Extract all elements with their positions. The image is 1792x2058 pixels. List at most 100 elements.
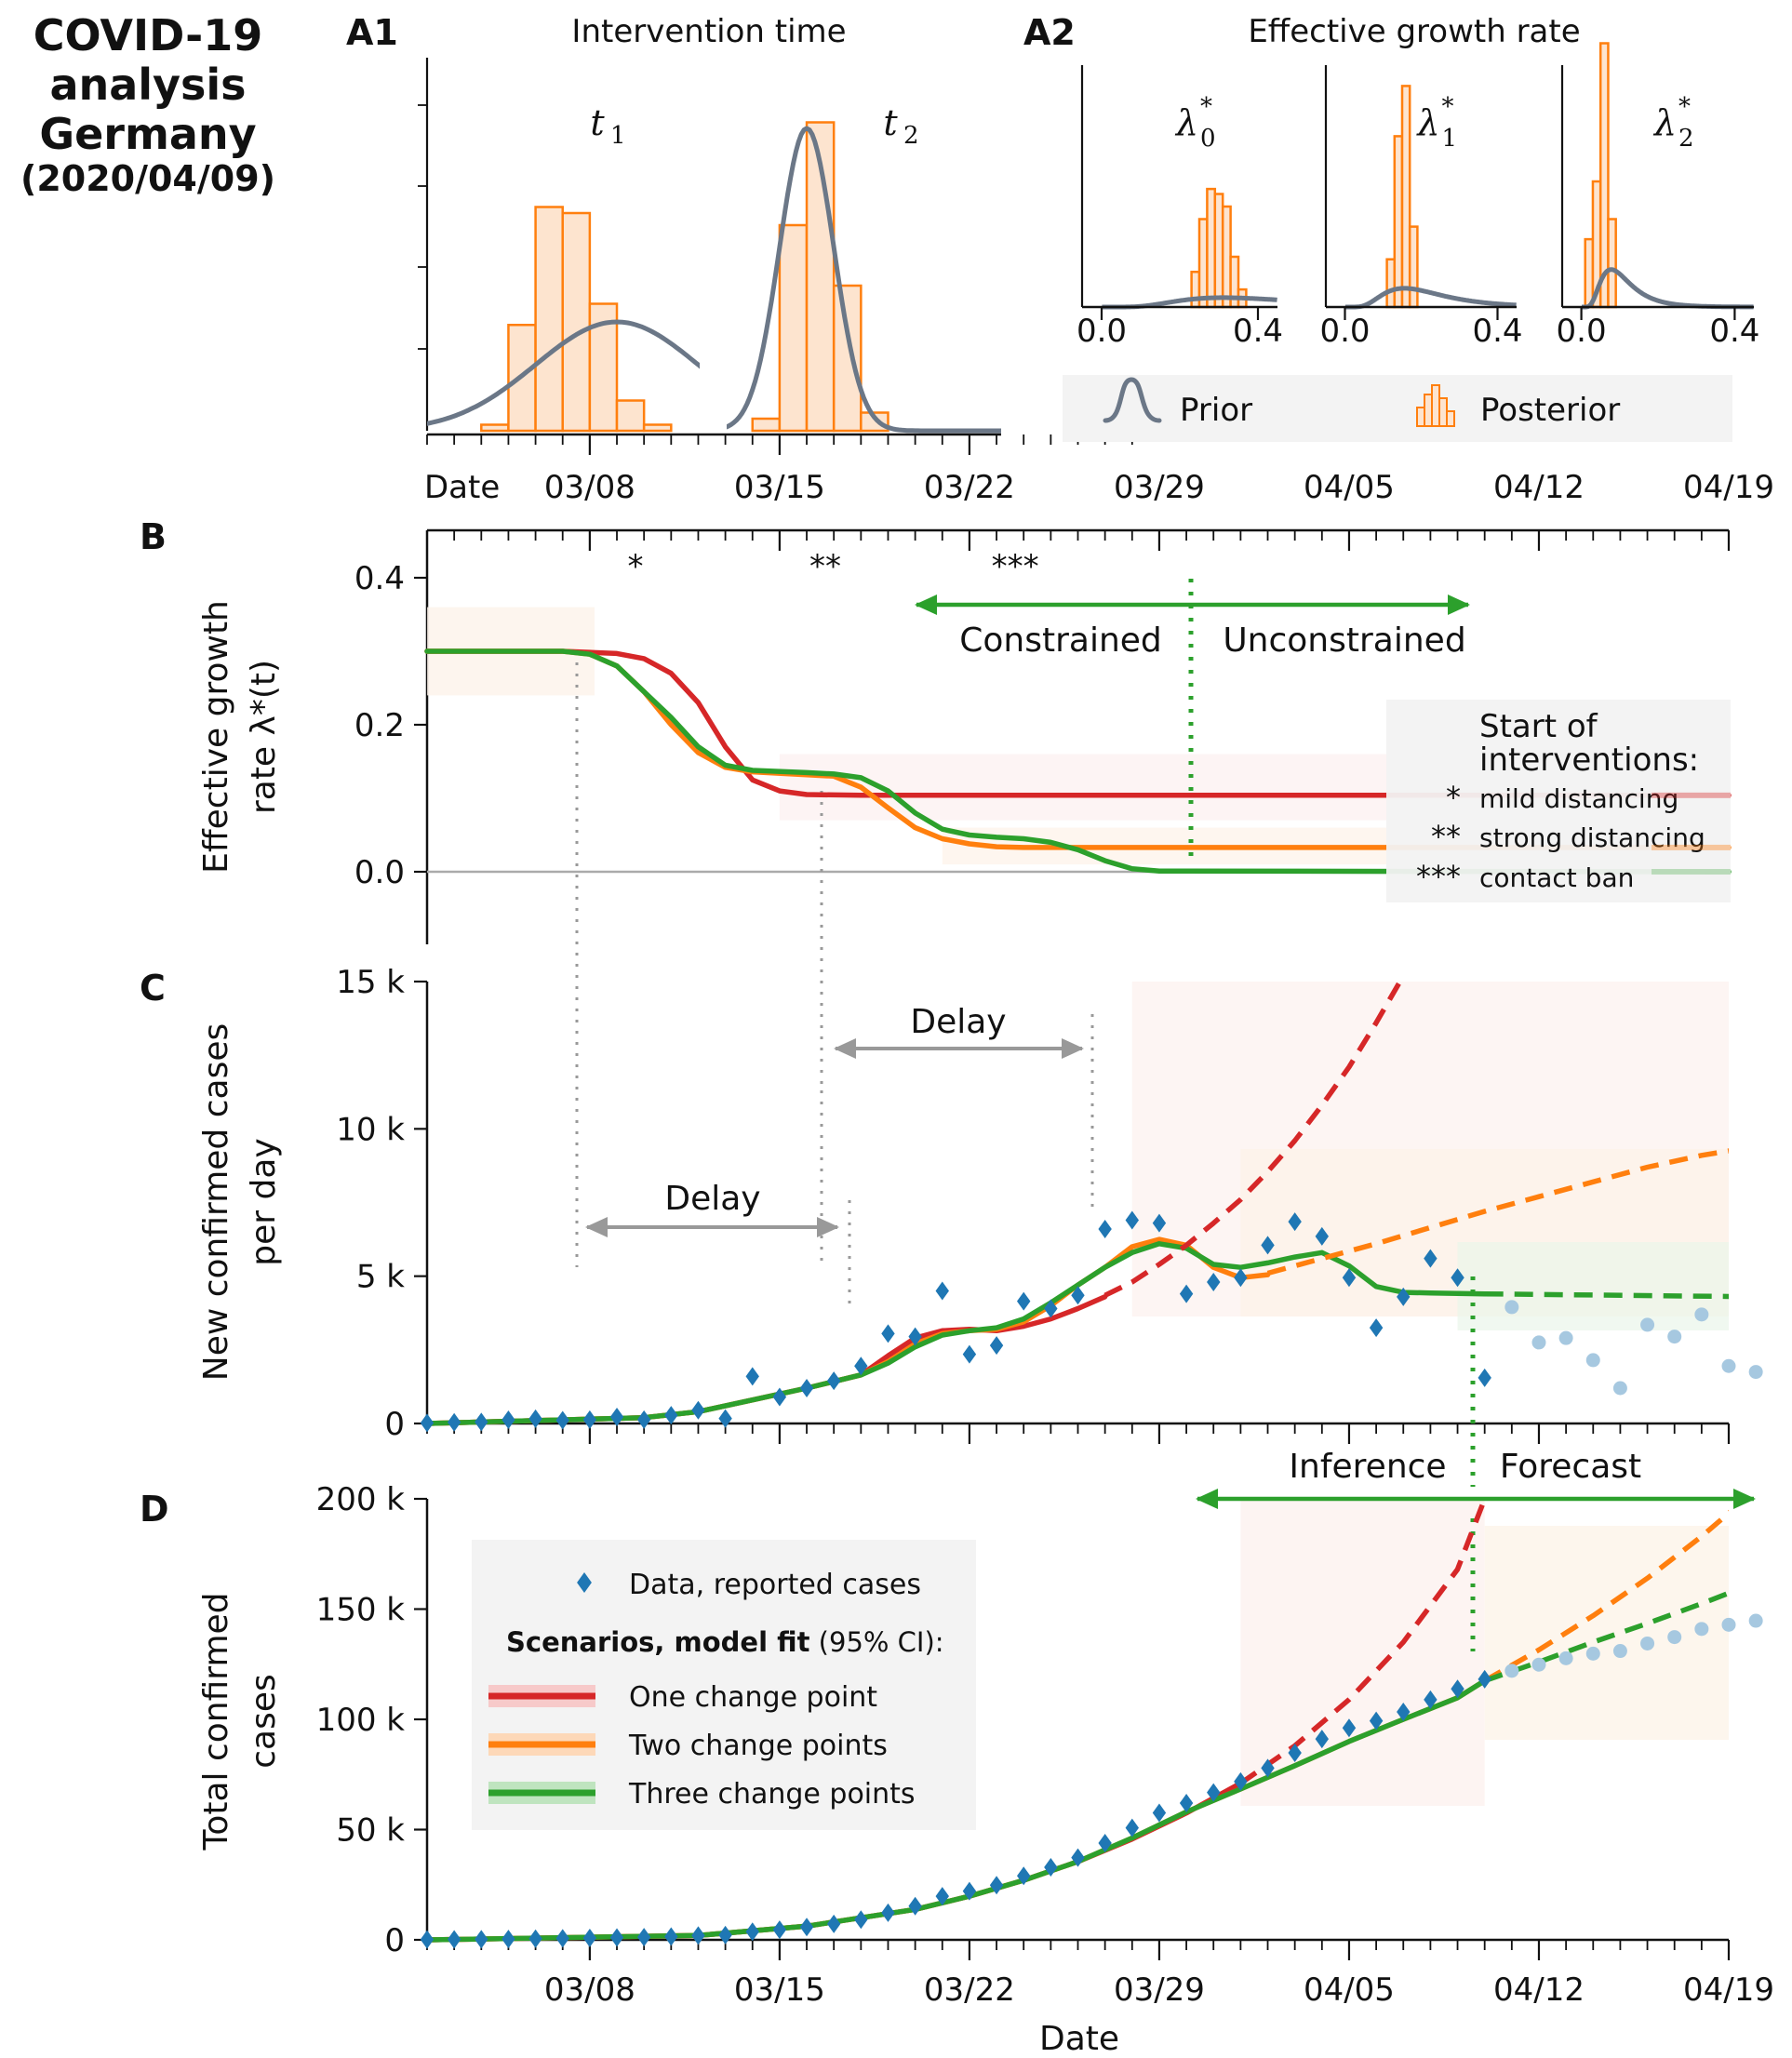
d-data-point: [935, 1887, 949, 1906]
d-tick-label: 03/22: [924, 1971, 1015, 2009]
b-legend-label: contact ban: [1479, 862, 1634, 893]
a1-posterior-bar: [561, 211, 592, 433]
d-forecast-data-point: [1612, 1644, 1627, 1659]
c-data-point: [636, 1410, 651, 1429]
c-data-point: [881, 1324, 895, 1343]
d-forecast-data-point: [1721, 1617, 1736, 1632]
c-data-point: [1261, 1236, 1275, 1255]
d-data-point: [555, 1929, 569, 1948]
c-forecast-data-point: [1531, 1335, 1546, 1350]
c-forecast-data-point: [1694, 1307, 1709, 1322]
d-forecast-three: [1483, 1590, 1729, 1684]
legend-posterior-icon-bar: [1431, 384, 1440, 427]
a2-posterior-bar: [1197, 218, 1209, 309]
d-data-point: [1017, 1866, 1031, 1886]
d-ci-band: [1484, 1526, 1729, 1740]
d-inference-forecast-arrow-head-right: [1733, 1489, 1756, 1509]
a2-x-tick-label: 0.0: [1557, 313, 1607, 350]
a2-x-tick-label: 0.0: [1077, 313, 1127, 350]
b-legend-symbol: ***: [1416, 859, 1461, 894]
b-legend-box: [1386, 700, 1731, 902]
c-data-point: [609, 1408, 624, 1427]
legend-three-label: Three change points: [628, 1778, 916, 1811]
d-y-tick-label: 100 k: [316, 1702, 406, 1739]
c-ylabel: per day: [245, 1138, 283, 1265]
a2-subplot-label-star: *: [1442, 93, 1454, 121]
c-delay-arrow-lower: [585, 1217, 839, 1237]
c-data-point: [718, 1409, 732, 1428]
a1-subplot-label: t: [590, 102, 605, 143]
a1-subplot-1: [427, 206, 700, 433]
b-legend-label: strong distancing: [1479, 822, 1705, 853]
d-inference-forecast-arrow: [1196, 1489, 1756, 1509]
d-data-point: [1424, 1690, 1438, 1709]
b-series-three: [424, 648, 1732, 875]
c-data-point: [1342, 1268, 1357, 1288]
c-data-point: [745, 1367, 759, 1386]
d-data-point: [1179, 1794, 1194, 1813]
b-legend-title: Start of: [1479, 708, 1598, 745]
d-data-point: [1044, 1858, 1058, 1878]
a2-subplot-label: λ: [1174, 102, 1198, 143]
d-ci-band: [1240, 1499, 1485, 1806]
legend-scenarios-header: Scenarios, model fit (95% CI):: [506, 1626, 944, 1658]
d-ylabel: Total confirmed: [197, 1592, 235, 1851]
d-ylabel: cases: [245, 1674, 283, 1769]
a2-subplot-label-star: *: [1678, 93, 1691, 121]
c-forecast-data-point: [1558, 1330, 1573, 1345]
a2-subplot-label: λ: [1652, 102, 1677, 143]
d-forecast-data-point: [1504, 1664, 1519, 1678]
c-data-point: [989, 1336, 1004, 1356]
panel-label-c: C: [140, 968, 166, 1009]
d-y-tick-label: 150 k: [316, 1592, 406, 1629]
a2-subplot-label: λ: [1415, 102, 1439, 143]
top-date-label: 03/15: [734, 469, 825, 506]
c-data-point: [501, 1410, 515, 1430]
c-fit-three: [424, 1241, 1488, 1426]
c-forecast-data-point: [1721, 1358, 1736, 1373]
b-y-tick-label: 0.4: [354, 560, 405, 597]
c-forecast-data-point: [1585, 1353, 1600, 1368]
c-delay-label-upper: Delay: [910, 1003, 1006, 1041]
c-delay-arrow-upper: [834, 1038, 1084, 1059]
c-forecast-two: [1266, 1148, 1729, 1276]
figure-title: COVID-19 analysis Germany (2020/04/09): [0, 11, 296, 199]
a1-subplot-label-sub: 2: [903, 122, 919, 150]
top-date-label: 04/12: [1493, 469, 1585, 506]
d-data-point: [989, 1876, 1004, 1895]
c-data-point: [1424, 1249, 1438, 1268]
a2-posterior-bar: [1190, 270, 1201, 309]
top-date-label: 04/19: [1683, 469, 1774, 506]
a1-posterior-bar: [751, 417, 782, 433]
a1-subplot-label: t: [883, 102, 898, 143]
d-forecast-data-point: [1694, 1622, 1709, 1637]
c-data-point: [1044, 1299, 1058, 1318]
d-data-point: [1478, 1669, 1491, 1689]
c-data-point: [1071, 1286, 1085, 1305]
a2-posterior-bar: [1213, 193, 1224, 309]
b-intervention-marker: *: [628, 548, 644, 585]
title-line-3: Germany: [39, 108, 257, 159]
c-data-point: [528, 1409, 542, 1428]
c-delay-arrow-upper-head-left: [834, 1038, 856, 1059]
c-data-point: [1369, 1318, 1384, 1338]
legend-prior-icon: [1103, 377, 1162, 423]
a2-prior-curve: [1344, 286, 1518, 310]
d-data-point: [664, 1927, 678, 1946]
legend-header-rest: (95% CI):: [809, 1626, 943, 1658]
title-date: (2020/04/09): [20, 157, 275, 199]
a2-posterior-bar: [1408, 225, 1419, 309]
b-y-tick-label: 0.0: [354, 854, 405, 891]
c-data-point: [962, 1344, 977, 1364]
a1-posterior-bar: [642, 423, 673, 433]
d-data-point: [636, 1928, 651, 1947]
legend-posterior-icon-bar: [1438, 397, 1448, 427]
b-series-two-faint: [1652, 844, 1731, 850]
top-date-label: 03/08: [544, 469, 635, 506]
b-series-one: [424, 648, 1732, 798]
d-data-point: [475, 1930, 488, 1949]
d-data-point: [826, 1914, 841, 1933]
d-data-point: [1369, 1711, 1384, 1731]
a1-posterior-bar: [778, 223, 809, 433]
